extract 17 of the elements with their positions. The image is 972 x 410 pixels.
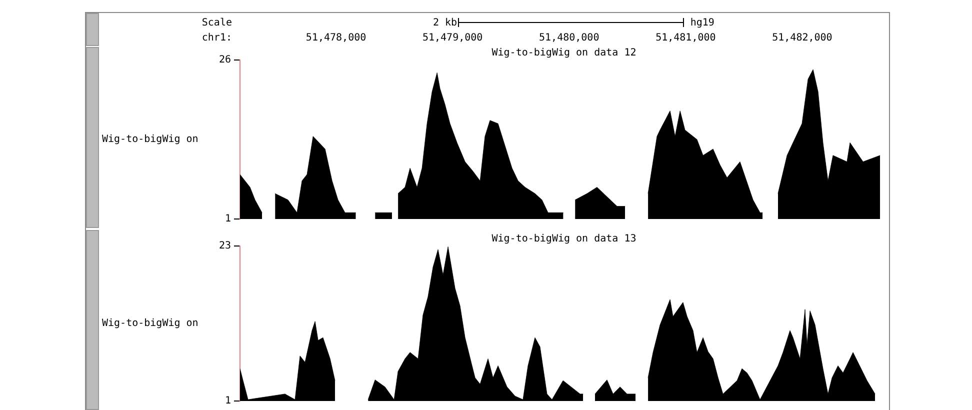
chart-title: Wig-to-bigWig on data 12	[492, 48, 636, 59]
x-axis-title: chr1:	[202, 32, 232, 44]
x-tick-label: 51,481,000	[656, 32, 716, 44]
y-axis-title: Wig-to-bigWig on	[102, 134, 198, 146]
y-tick-label: 23	[218, 240, 231, 252]
text: hg19	[690, 18, 714, 29]
x-tick-label: 51,480,000	[539, 32, 600, 44]
y-tick-label: 26	[218, 54, 231, 66]
y-tick-label: 1	[224, 214, 231, 225]
x-tick-label: 51,478,000	[306, 32, 366, 44]
chart-title: Wig-to-bigWig on data 13	[492, 234, 636, 245]
text: Scale	[202, 18, 232, 29]
x-tick-label: 51,482,000	[772, 32, 832, 44]
text: 2 kb	[432, 18, 458, 29]
y-tick-label: 1	[224, 396, 231, 407]
x-tick-label: 51,479,000	[422, 32, 483, 44]
y-axis-title: Wig-to-bigWig on	[102, 318, 198, 330]
